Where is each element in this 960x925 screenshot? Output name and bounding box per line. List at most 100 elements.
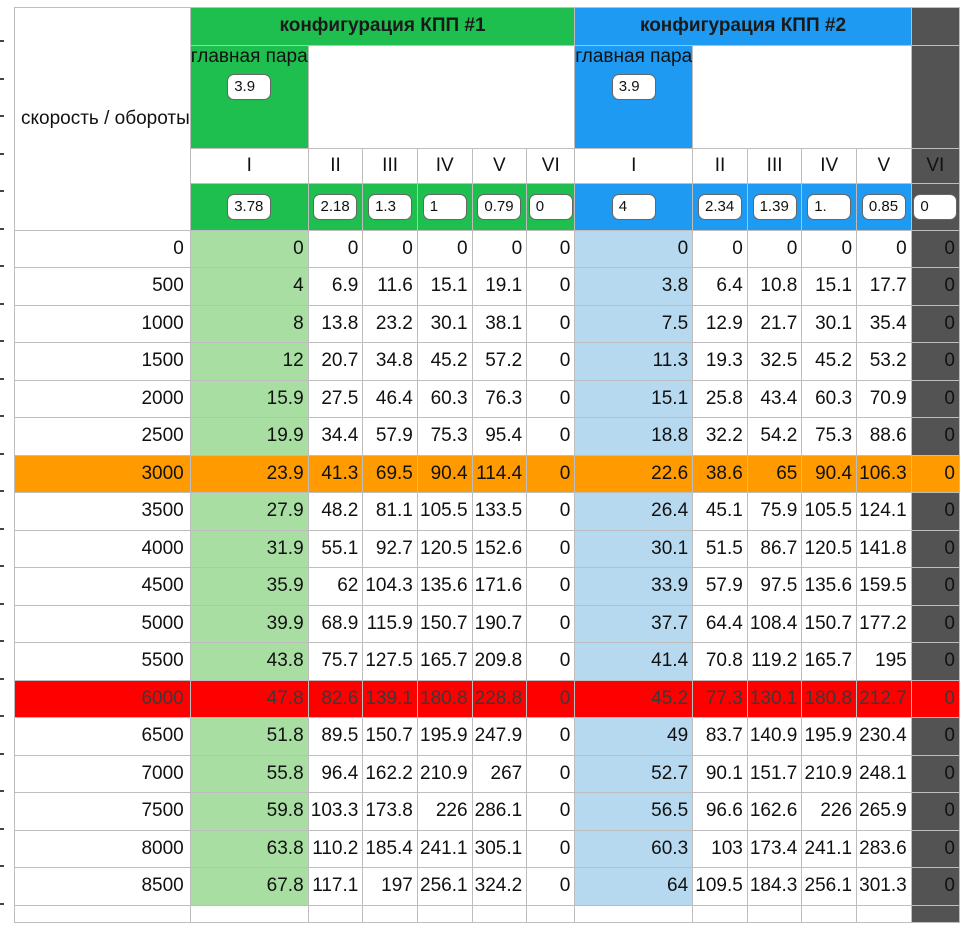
config1-speed-cell: 82.6 [307,679,364,718]
config1-gear-6-ratio-input[interactable] [528,193,573,220]
margin-tick [0,77,4,80]
config1-speed-cell: 0 [526,792,576,831]
config2-speed-cell: 0 [910,267,960,306]
config2-gear-2-ratio-input[interactable] [697,193,742,220]
config2-speed-cell: 230.4 [856,717,912,756]
margin-tick [0,565,4,567]
config1-speed-cell: 63.8 [189,829,309,868]
config2-speed-cell: 177.2 [856,604,912,643]
config1-gear-2-ratio-input[interactable] [313,193,358,220]
config1-speed-cell: 150.7 [362,717,418,756]
config2-speed-cell: 120.5 [801,529,858,568]
config2-speed-cell: 0 [574,229,694,268]
margin-tick [0,827,4,830]
table-row: 500 4 6.9 11.6 15.1 19.1 0 3.8 6.4 10.8 15.1 17.7 0 [14,267,960,306]
config1-speed-cell: 0 [526,604,576,643]
empty-cell [307,904,364,923]
config2-speed-cell: 56.5 [574,792,694,831]
config1-speed-cell: 0 [526,454,576,493]
config1-speed-cell: 185.4 [362,829,418,868]
config2-speed-cell: 106.3 [856,454,912,493]
config1-speed-cell: 19.9 [189,417,309,456]
config2-gear-4-ratio-input[interactable] [807,193,852,220]
config1-speed-cell: 95.4 [471,417,528,456]
rpm-cell: 8000 [14,829,191,868]
config1-speed-cell: 324.2 [471,867,528,906]
config2-speed-cell: 180.8 [801,679,858,718]
config1-main-pair-input[interactable] [227,73,272,100]
config1-speed-cell: 114.4 [471,454,528,493]
config2-speed-cell: 41.4 [574,642,694,681]
config2-speed-cell: 165.7 [801,642,858,681]
config2-gear-1-ratio-input[interactable] [611,193,656,220]
config1-gear-4-ratio-input[interactable] [422,193,467,220]
config1-speed-cell: 286.1 [471,792,528,831]
config2-speed-cell: 283.6 [856,829,912,868]
table-row: 1500 12 20.7 34.8 45.2 57.2 0 11.3 19.3 32.5 45.2 5… [14,342,960,381]
config2-speed-cell: 38.6 [692,454,748,493]
config2-speed-cell: 32.2 [692,417,748,456]
config1-speed-cell: 75.3 [416,417,473,456]
config2-gear-3-ratio-input[interactable] [752,193,797,220]
config1-speed-cell: 0 [526,567,576,606]
config1-speed-cell: 0 [526,642,576,681]
config2-speed-cell: 60.3 [801,379,858,418]
config2-gear-6-ratio-cell [910,182,960,231]
config2-speed-cell: 49 [574,717,694,756]
config2-speed-cell: 70.9 [856,379,912,418]
config2-gear-5-ratio-input[interactable] [861,193,906,220]
margin-tick [0,677,4,680]
config1-speed-cell: 48.2 [307,492,364,531]
config2-speed-cell: 19.3 [692,342,748,381]
config1-speed-cell: 57.9 [362,417,418,456]
config2-gear-6-ratio-input[interactable] [913,193,958,220]
config2-speed-cell: 70.8 [692,642,748,681]
config2-speed-cell: 43.4 [746,379,803,418]
config2-speed-cell: 51.5 [692,529,748,568]
config2-speed-cell: 10.8 [746,267,803,306]
config1-speed-cell: 51.8 [189,717,309,756]
rpm-cell: 3500 [14,492,191,531]
empty-cell [526,904,576,923]
margin-tick [0,190,4,192]
config1-speed-cell: 31.9 [189,529,309,568]
config2-speed-cell: 83.7 [692,717,748,756]
config1-speed-cell: 68.9 [307,604,364,643]
config2-speed-cell: 0 [910,679,960,718]
config1-speed-cell: 305.1 [471,829,528,868]
config1-speed-cell: 226 [416,792,473,831]
config1-speed-cell: 241.1 [416,829,473,868]
config2-speed-cell: 0 [746,229,803,268]
margin-tick [0,752,4,755]
config2-speed-cell: 151.7 [746,754,803,793]
config2-speed-cell: 212.7 [856,679,912,718]
gear-speed-table: скорость / обороты конфигурация КПП #1 к… [14,7,960,923]
config2-speed-cell: 30.1 [574,529,694,568]
config1-speed-cell: 15.9 [189,379,309,418]
config2-speed-cell: 0 [910,867,960,906]
config1-speed-cell: 19.1 [471,267,528,306]
config1-gear-5-ratio-input[interactable] [477,193,522,220]
config2-speed-cell: 35.4 [856,304,912,343]
table-row: 4000 31.9 55.1 92.7 120.5 152.6 0 30.1 51.5 86.7 1… [14,529,960,568]
config2-main-pair-input[interactable] [611,73,656,100]
empty-cell [416,904,473,923]
config1-speed-cell: 76.3 [471,379,528,418]
config2-speed-cell: 15.1 [574,379,694,418]
rpm-cell: 6000 [14,679,191,718]
config1-gear-3-ratio-input[interactable] [368,193,413,220]
config2-speed-cell: 90.4 [801,454,858,493]
table-row: 8000 63.8 110.2 185.4 241.1 305.1 0 60.3 103 173.… [14,829,960,868]
config1-speed-cell: 41.3 [307,454,364,493]
table-row: 6000 47.8 82.6 139.1 180.8 228.8 0 45.2 77.3 130.… [14,679,960,718]
config2-speed-cell: 45.2 [801,342,858,381]
main-pair-row: главная пара главная пара [15,44,960,149]
config2-speed-cell: 75.3 [801,417,858,456]
margin-tick [0,340,4,342]
config1-speed-cell: 190.7 [471,604,528,643]
config1-gear-1-ratio-input[interactable] [227,193,272,220]
config1-speed-cell: 0 [471,229,528,268]
config1-gear-2-ratio-cell [307,182,364,231]
config2-speed-cell: 108.4 [746,604,803,643]
config2-speed-cell: 124.1 [856,492,912,531]
